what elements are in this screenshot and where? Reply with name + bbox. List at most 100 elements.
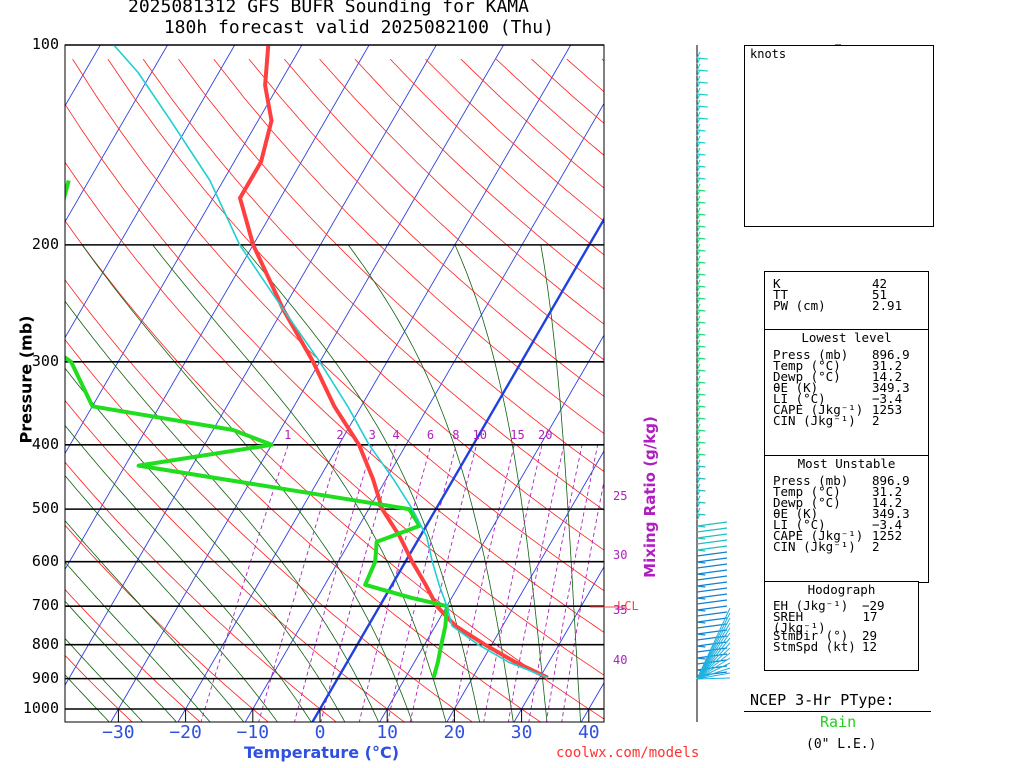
mixing-ratio-tick-label: 10 [472,428,487,442]
wind-barb-flag [696,81,708,84]
wind-barb [696,123,701,131]
mixing-ratio-tick-label: 30 [613,548,628,562]
wind-barb [696,105,701,113]
wind-barb [696,662,731,680]
hodo-index-value: 17 [862,609,878,624]
sounding-profile-3 [113,45,549,679]
wind-barb [696,393,701,401]
mixing-ratio-line [528,444,583,722]
wind-barb-flag [696,321,706,324]
temperature-tick-label: −30 [102,722,135,743]
wind-barb [696,375,701,383]
wind-barb-flag [696,549,706,552]
lowest-index-row: θE (K) 349.3 [765,380,928,395]
temperature-tick-label: −10 [236,722,270,743]
storm-index-label: StmDir (°) [773,628,849,643]
wind-barb [696,141,701,149]
wind-barb [696,63,701,71]
wind-barb-flag [696,201,706,204]
unstable-index-row: θE (K) 349.3 [765,506,928,521]
wind-barb [696,255,701,263]
wind-barb [696,357,701,365]
wind-barb-flag [696,333,706,336]
wind-barb-flag [696,285,706,288]
wind-barb-flag [696,105,708,108]
credit-text[interactable]: coolwx.com/models [556,745,700,761]
unstable-index-label: Press (mb) [773,473,849,488]
mixing-ratio-tick-label: 20 [537,428,553,442]
dry-adiabat [178,58,604,472]
wind-barb-flag [696,441,706,444]
wind-barb [696,153,701,161]
ptype-snow: (0" L.E.) [806,737,877,752]
pressure-tick-label: 600 [31,551,59,570]
wind-barb [696,285,701,293]
wind-barb-flag [696,357,706,360]
wind-barb [696,563,728,569]
general-index-value: 2.91 [872,298,903,313]
isotherm-line [65,45,168,223]
wind-barb [696,435,701,443]
wind-barb [696,637,731,680]
wind-barb [696,441,701,449]
general-index-value: 42 [872,276,888,291]
pressure-tick-label: 200 [31,234,59,253]
hodo-index-label: SREH (Jkg⁻¹) [773,609,826,635]
dry-adiabat [72,58,604,592]
storm-index-value: 29 [862,628,878,643]
general-index-label: K [773,276,781,291]
chart-title-line1: 2025081312 GFS BUFR Sounding for KAMA [128,0,529,17]
wind-barb-flag [696,129,706,132]
temperature-tick-label: 40 [577,722,600,743]
wind-barb [696,581,728,587]
wind-barb [696,647,731,680]
wind-barb-flag [696,561,706,564]
mixing-ratio-line [483,444,543,722]
unstable-index-label: θE (K) [773,506,819,521]
isotherm-line [379,334,604,722]
lowest-index-value: 349.3 [872,380,910,395]
y-axis-label: Pressure (mb) [16,315,36,444]
lowest-index-label: LI (°C) [773,391,826,406]
wind-barb [696,387,701,395]
sounding-profile-1 [238,45,549,680]
unstable-index-row: CIN (Jkg⁻¹) 2 [765,540,928,553]
mixing-ratio-tick-label: 1 [284,428,292,442]
moist-adiabat [65,637,144,722]
moist-adiabat [81,244,413,722]
wind-barb [696,267,701,275]
lowest-index-row: CAPE (Jkg⁻¹) 1253 [765,403,928,416]
wind-barb [696,309,701,317]
hodo-index-row: SREH (Jkg⁻¹) 17 [765,609,918,635]
wind-barb [696,629,728,635]
wind-barb [696,677,731,680]
moist-adiabat [454,244,548,722]
pressure-tick-label: 700 [31,596,59,615]
wind-barb [696,657,731,680]
wind-barb [696,672,731,680]
lowest-index-value: 31.2 [872,358,903,373]
pressure-tick-label: 500 [31,499,59,518]
isotherm-line [177,45,572,722]
wind-barb [696,652,731,680]
dry-adiabat [65,399,405,722]
dry-adiabat [65,103,604,633]
zero-isotherm [311,216,604,722]
wind-barb [696,551,728,557]
wind-barb [696,399,701,407]
wind-barb-flag [696,225,706,228]
unstable-index-value: 349.3 [872,506,910,521]
wind-barb [696,321,701,329]
dry-adiabat [65,161,604,676]
pressure-tick-label: 800 [31,634,59,653]
wind-barb-flag [696,369,706,372]
moist-adiabat [540,244,581,722]
dry-adiabat [213,58,604,435]
wind-barb [696,489,701,497]
temperature-tick-label: 20 [443,722,466,743]
wind-barb-flag [696,465,706,468]
moist-adiabat [65,424,312,722]
dry-adiabat [65,588,201,722]
unstable-index-label: Temp (°C) [773,484,841,499]
temperature-tick-label: −20 [169,722,202,743]
